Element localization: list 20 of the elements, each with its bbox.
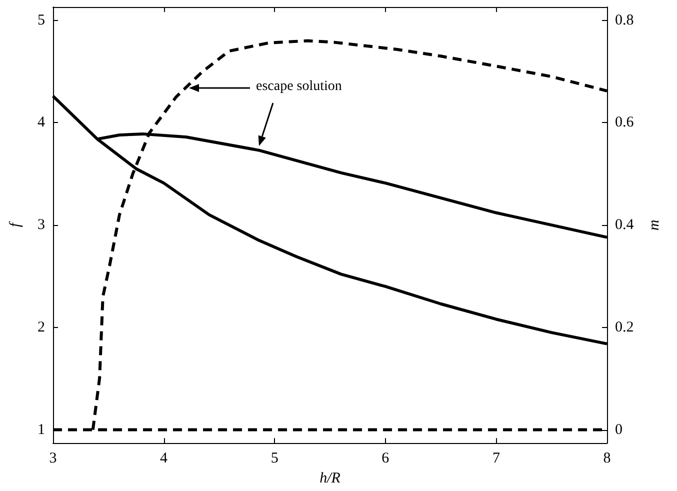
annotation: escape solution bbox=[256, 79, 342, 95]
x-tick-label: 5 bbox=[270, 450, 278, 467]
y2-axis-title: m bbox=[646, 219, 662, 230]
x-tick-label: 4 bbox=[160, 450, 168, 467]
x-tick-label: 8 bbox=[603, 450, 611, 467]
x-axis-title: h/R bbox=[320, 470, 340, 486]
y2-tick-label: 0.6 bbox=[615, 114, 634, 131]
y2-tick-label: 0 bbox=[615, 422, 622, 438]
x-tick-label: 3 bbox=[49, 450, 57, 467]
x-tick-label: 7 bbox=[492, 450, 500, 467]
y-tick-label: 4 bbox=[38, 114, 46, 131]
y-tick-label: 3 bbox=[38, 217, 45, 234]
y2-tick-label: 0.8 bbox=[615, 12, 634, 28]
y2-tick-label: 0.4 bbox=[615, 217, 634, 234]
y-tick-label: 5 bbox=[38, 12, 45, 28]
y-tick-label: 2 bbox=[38, 319, 45, 336]
y-axis-title: f bbox=[8, 221, 24, 228]
y2-tick-label: 0.2 bbox=[615, 319, 634, 336]
x-tick-label: 6 bbox=[382, 450, 390, 467]
y-tick-label: 1 bbox=[38, 422, 45, 438]
